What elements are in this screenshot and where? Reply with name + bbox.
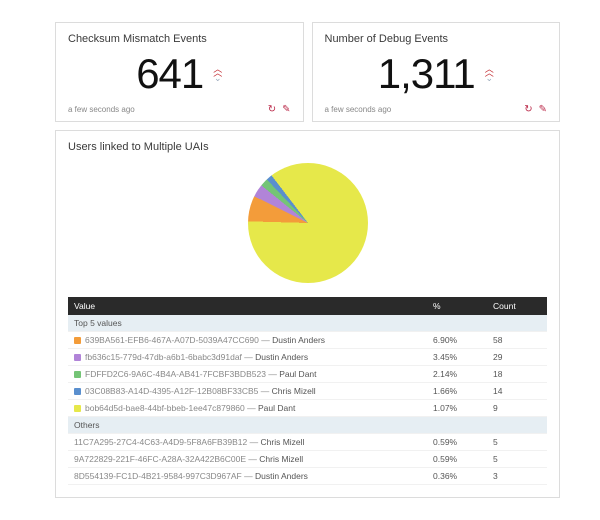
cell-pct: 0.36% (427, 468, 487, 485)
table-row[interactable]: 8D554139-FC1D-4B21-9584-997C3D967AF — Du… (68, 468, 547, 485)
table-column-header[interactable]: Count (487, 297, 547, 315)
trend-indicator: ︿ ︿ ⌄ (213, 67, 222, 79)
table-row[interactable]: 03C08B83-A14D-4395-A12F-12B08BF33CB5 — C… (68, 383, 547, 400)
cell-count: 18 (487, 366, 547, 383)
edit-icon[interactable]: ✎ (539, 104, 547, 115)
cell-count: 58 (487, 332, 547, 349)
metric-card: Number of Debug Events 1,311 ︿ ︿ ⌄ a few… (312, 22, 561, 122)
panel-users-multiple-uais: Users linked to Multiple UAIs Value%Coun… (55, 130, 560, 498)
cell-value: 9A722829-221F-46FC-A28A-32A422B6C00E — C… (68, 451, 427, 468)
table-row[interactable]: fb636c15-779d-47db-a6b1-6babc3d91daf — D… (68, 349, 547, 366)
edit-icon[interactable]: ✎ (282, 104, 290, 115)
cell-pct: 3.45% (427, 349, 487, 366)
cell-value: fb636c15-779d-47db-a6b1-6babc3d91daf — D… (68, 349, 427, 366)
panel-title: Users linked to Multiple UAIs (68, 141, 547, 153)
table-row[interactable]: FDFFD2C6-9A6C-4B4A-AB41-7FCBF3BDB523 — P… (68, 366, 547, 383)
color-swatch (74, 371, 81, 378)
cell-pct: 1.66% (427, 383, 487, 400)
metric-title: Number of Debug Events (325, 33, 548, 45)
table-section-header: Top 5 values (68, 315, 547, 332)
color-swatch (74, 337, 81, 344)
chevron-neutral-icon: ⌄ (485, 76, 493, 80)
cell-pct: 6.90% (427, 332, 487, 349)
cell-count: 5 (487, 451, 547, 468)
table-row[interactable]: 9A722829-221F-46FC-A28A-32A422B6C00E — C… (68, 451, 547, 468)
cell-value: 8D554139-FC1D-4B21-9584-997C3D967AF — Du… (68, 468, 427, 485)
chevron-neutral-icon: ⌄ (214, 76, 222, 80)
cell-value: 11C7A295-27C4-4C63-A4D9-5F8A6FB39B12 — C… (68, 434, 427, 451)
pie-chart (248, 163, 368, 283)
table-row[interactable]: 11C7A295-27C4-4C63-A4D9-5F8A6FB39B12 — C… (68, 434, 547, 451)
cell-count: 5 (487, 434, 547, 451)
table-section-header: Others (68, 417, 547, 434)
metric-card: Checksum Mismatch Events 641 ︿ ︿ ⌄ a few… (55, 22, 304, 122)
metric-timestamp: a few seconds ago (325, 105, 392, 114)
table-column-header[interactable]: % (427, 297, 487, 315)
cell-value: FDFFD2C6-9A6C-4B4A-AB41-7FCBF3BDB523 — P… (68, 366, 427, 383)
cell-count: 9 (487, 400, 547, 417)
pie-chart-container (68, 155, 547, 297)
cell-count: 3 (487, 468, 547, 485)
table-row[interactable]: 639BA561-EFB6-467A-A07D-5039A47CC690 — D… (68, 332, 547, 349)
values-table: Value%Count Top 5 values 639BA561-EFB6-4… (68, 297, 547, 485)
cell-value: 03C08B83-A14D-4395-A12F-12B08BF33CB5 — C… (68, 383, 427, 400)
metric-value: 1,311 (378, 50, 475, 98)
cell-value: 639BA561-EFB6-467A-A07D-5039A47CC690 — D… (68, 332, 427, 349)
refresh-icon[interactable]: ↻ (524, 104, 532, 115)
cell-pct: 1.07% (427, 400, 487, 417)
color-swatch (74, 405, 81, 412)
cell-pct: 2.14% (427, 366, 487, 383)
color-swatch (74, 388, 81, 395)
cell-pct: 0.59% (427, 434, 487, 451)
metric-timestamp: a few seconds ago (68, 105, 135, 114)
cell-value: bob64d5d-bae8-44bf-bbeb-1ee47c879860 — P… (68, 400, 427, 417)
trend-indicator: ︿ ︿ ⌄ (485, 67, 494, 79)
table-column-header[interactable]: Value (68, 297, 427, 315)
cell-count: 29 (487, 349, 547, 366)
color-swatch (74, 354, 81, 361)
cell-count: 14 (487, 383, 547, 400)
refresh-icon[interactable]: ↻ (268, 104, 276, 115)
metric-title: Checksum Mismatch Events (68, 33, 291, 45)
table-row[interactable]: bob64d5d-bae8-44bf-bbeb-1ee47c879860 — P… (68, 400, 547, 417)
metric-value: 641 (136, 50, 203, 98)
cell-pct: 0.59% (427, 451, 487, 468)
